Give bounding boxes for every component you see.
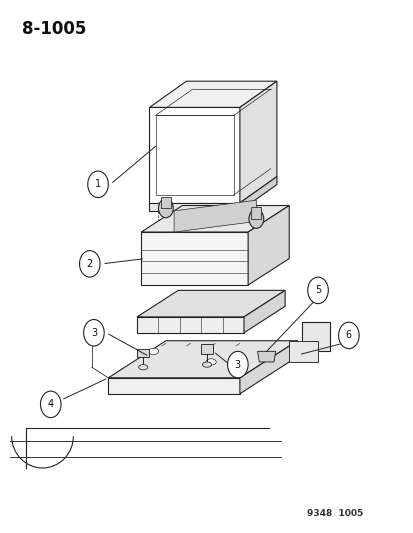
Polygon shape — [239, 341, 297, 394]
Polygon shape — [174, 200, 256, 232]
Polygon shape — [247, 206, 289, 285]
Polygon shape — [137, 349, 149, 357]
Polygon shape — [149, 203, 239, 211]
Circle shape — [40, 391, 61, 418]
Text: 5: 5 — [314, 285, 320, 295]
Polygon shape — [200, 344, 213, 354]
Circle shape — [227, 351, 247, 378]
Circle shape — [83, 319, 104, 346]
Polygon shape — [149, 81, 276, 108]
Ellipse shape — [206, 359, 216, 365]
Ellipse shape — [138, 365, 147, 370]
Polygon shape — [108, 378, 239, 394]
Polygon shape — [301, 322, 330, 351]
Text: 9348  1005: 9348 1005 — [306, 510, 362, 519]
Text: 3: 3 — [90, 328, 97, 338]
Polygon shape — [137, 317, 243, 333]
Text: 4: 4 — [47, 399, 54, 409]
Circle shape — [158, 199, 173, 217]
Text: 2: 2 — [86, 259, 93, 269]
Text: 6: 6 — [345, 330, 351, 341]
Circle shape — [79, 251, 100, 277]
Polygon shape — [141, 206, 289, 232]
Circle shape — [338, 322, 358, 349]
Text: 8-1005: 8-1005 — [22, 20, 86, 38]
Polygon shape — [108, 341, 297, 378]
Polygon shape — [161, 197, 171, 208]
Circle shape — [248, 209, 263, 228]
Polygon shape — [243, 290, 285, 333]
Polygon shape — [239, 81, 276, 203]
Text: 1: 1 — [95, 179, 101, 189]
Ellipse shape — [202, 362, 211, 367]
Text: 3: 3 — [234, 360, 240, 369]
Circle shape — [307, 277, 328, 304]
Circle shape — [88, 171, 108, 198]
Polygon shape — [289, 341, 317, 362]
Polygon shape — [141, 232, 247, 285]
Polygon shape — [137, 290, 285, 317]
Polygon shape — [257, 351, 275, 362]
Polygon shape — [149, 108, 239, 203]
Polygon shape — [251, 207, 261, 219]
Ellipse shape — [148, 348, 158, 354]
Polygon shape — [239, 176, 276, 211]
